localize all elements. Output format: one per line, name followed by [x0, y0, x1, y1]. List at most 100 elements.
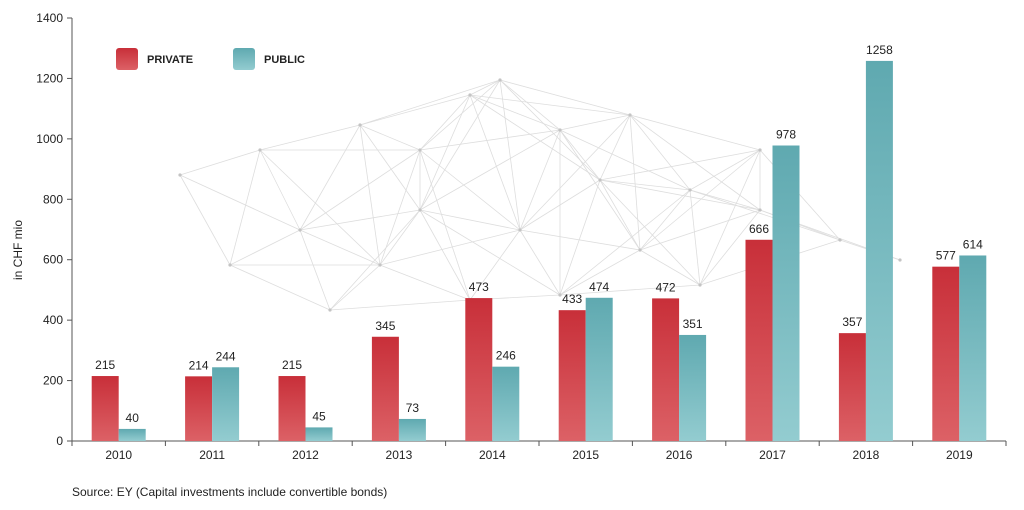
- network-line: [359, 124, 421, 151]
- network-line: [519, 179, 601, 231]
- background-network-pattern: [178, 78, 902, 312]
- network-line: [599, 179, 701, 286]
- network-line: [559, 129, 691, 191]
- y-tick-label: 1400: [36, 11, 63, 25]
- network-line: [629, 114, 691, 191]
- network-line: [699, 209, 761, 286]
- private-data-label: 473: [469, 280, 489, 294]
- private-data-label: 214: [189, 358, 209, 372]
- private-bar: [278, 376, 306, 441]
- private-bar: [558, 310, 586, 441]
- private-data-label: 215: [282, 358, 302, 372]
- network-line: [299, 124, 361, 231]
- network-node: [638, 248, 642, 252]
- x-tick-label: 2017: [759, 448, 786, 462]
- network-node: [358, 123, 362, 127]
- network-line: [419, 209, 471, 301]
- private-data-label: 666: [749, 222, 769, 236]
- private-data-label: 433: [562, 292, 582, 306]
- network-line: [469, 94, 601, 181]
- network-node: [758, 208, 762, 212]
- network-line: [359, 124, 421, 211]
- network-line: [419, 79, 501, 151]
- x-tick-label: 2015: [572, 448, 599, 462]
- public-bar: [398, 418, 426, 441]
- network-line: [299, 229, 331, 311]
- public-bar: [959, 255, 987, 441]
- network-node: [758, 148, 762, 152]
- private-bar: [745, 239, 773, 441]
- network-line: [599, 179, 641, 251]
- network-line: [499, 79, 601, 181]
- network-node: [178, 173, 182, 177]
- network-node: [378, 263, 382, 267]
- private-bar: [91, 376, 119, 441]
- private-data-label: 345: [375, 319, 395, 333]
- network-line: [419, 209, 561, 296]
- network-line: [499, 79, 561, 131]
- network-line: [419, 149, 521, 231]
- network-line: [299, 209, 421, 231]
- network-line: [689, 189, 841, 241]
- network-node: [298, 228, 302, 232]
- network-line: [299, 149, 421, 231]
- network-line: [379, 264, 471, 301]
- network-node: [258, 148, 262, 152]
- y-tick-label: 1000: [36, 132, 63, 146]
- y-tick-label: 1200: [36, 71, 63, 85]
- network-line: [559, 179, 601, 296]
- y-tick-label: 800: [43, 192, 63, 206]
- network-node: [698, 283, 702, 287]
- public-bar: [492, 366, 520, 441]
- network-node: [558, 293, 562, 297]
- network-line: [299, 229, 381, 266]
- network-line: [359, 124, 381, 266]
- network-node: [498, 78, 502, 82]
- network-node: [328, 308, 332, 312]
- x-tick-label: 2012: [292, 448, 319, 462]
- network-line: [519, 114, 631, 231]
- x-tick-label: 2013: [386, 448, 413, 462]
- network-node: [628, 113, 632, 117]
- legend: PRIVATE PUBLIC: [116, 48, 305, 70]
- network-line: [639, 149, 761, 251]
- source-note: Source: EY (Capital investments include …: [72, 485, 388, 499]
- network-line: [259, 149, 301, 231]
- network-line: [689, 189, 701, 286]
- network-line: [629, 114, 641, 251]
- public-data-label: 45: [312, 409, 326, 423]
- network-line: [689, 189, 761, 211]
- network-line: [379, 229, 521, 266]
- private-data-label: 357: [842, 315, 862, 329]
- public-data-label: 40: [126, 411, 140, 425]
- network-line: [469, 79, 501, 96]
- network-line: [419, 94, 471, 211]
- network-line: [359, 94, 471, 126]
- network-node: [228, 263, 232, 267]
- public-bar: [585, 297, 613, 441]
- network-node: [558, 128, 562, 132]
- public-bar: [679, 334, 707, 441]
- network-line: [559, 129, 601, 181]
- y-tick-label: 200: [43, 374, 63, 388]
- y-axis-title-container: in CHF mio: [4, 175, 34, 325]
- private-data-label: 215: [95, 358, 115, 372]
- public-data-label: 614: [963, 237, 983, 251]
- network-line: [519, 229, 641, 251]
- network-line: [469, 229, 521, 301]
- network-line: [469, 94, 631, 116]
- network-line: [559, 129, 641, 251]
- private-bar: [371, 336, 399, 441]
- private-bar: [652, 298, 680, 441]
- network-line: [379, 149, 421, 266]
- bar-chart: 0 200 400 600 800 1000 1200 1400 2010 2011 2012 201…: [36, 11, 1007, 462]
- network-node: [898, 258, 902, 262]
- network-line: [499, 79, 631, 116]
- network-line: [419, 209, 521, 231]
- public-bar: [865, 60, 893, 441]
- public-legend-label: PUBLIC: [264, 54, 305, 66]
- network-line: [419, 79, 501, 211]
- network-line: [519, 229, 561, 296]
- network-node: [688, 188, 692, 192]
- public-data-label: 474: [589, 280, 609, 294]
